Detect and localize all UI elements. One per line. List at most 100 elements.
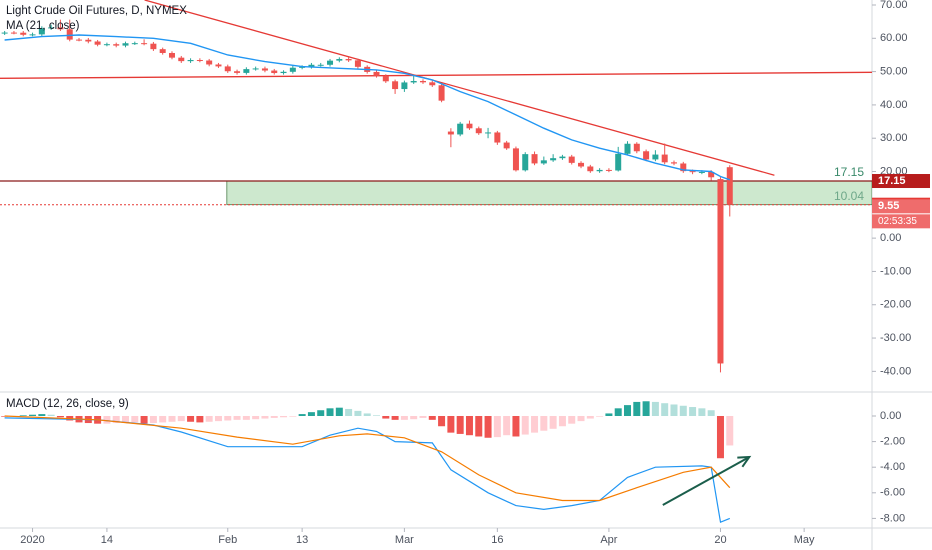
candle-body — [717, 179, 724, 364]
candle-body — [10, 32, 17, 34]
histogram-bar — [326, 408, 334, 416]
y-tick-label: 50.00 — [880, 66, 908, 78]
histogram-bar — [38, 414, 46, 416]
candle-body — [224, 66, 231, 72]
moving-average — [4, 34, 731, 181]
histogram-bar — [298, 414, 306, 416]
annotation-arrow — [662, 456, 750, 506]
candle-body — [698, 171, 705, 173]
histogram-bar — [651, 401, 659, 416]
y-tick-label: -20.00 — [880, 299, 911, 311]
candle-body — [234, 71, 241, 73]
histogram-bar — [614, 408, 622, 416]
histogram-bar — [549, 416, 557, 429]
histogram-bar — [531, 416, 539, 433]
candle-body — [215, 64, 222, 67]
y-tick-label: -10.00 — [880, 265, 911, 277]
histogram-bar — [456, 416, 464, 434]
y-tick-label: 40.00 — [880, 99, 908, 111]
price-label: 17.15 — [878, 175, 906, 187]
candle-body — [522, 154, 529, 171]
histogram-bar — [493, 416, 501, 438]
candle-body — [1, 32, 8, 34]
histogram-bar — [568, 416, 576, 424]
candle-body — [410, 80, 417, 83]
histogram-bar — [103, 416, 111, 424]
candle-body — [178, 57, 185, 62]
candle-body — [141, 43, 148, 45]
candle-body — [726, 167, 733, 205]
candle-body — [615, 153, 622, 171]
histogram-bar — [596, 416, 604, 417]
histogram-bar — [177, 416, 185, 422]
histogram-bar — [698, 408, 706, 416]
signal-line — [4, 415, 731, 502]
candle-body — [550, 158, 557, 161]
candle-body — [661, 154, 668, 163]
histogram-bar — [112, 416, 120, 424]
y-tick-label: -6.00 — [880, 487, 905, 499]
histogram-bar — [307, 412, 315, 416]
y-tick-label: 70.00 — [880, 0, 908, 11]
candle-body — [103, 44, 110, 46]
candle-body — [494, 132, 501, 143]
histogram-bar — [642, 401, 650, 416]
candle-body — [540, 160, 547, 164]
histogram-bar — [484, 416, 492, 438]
histogram-bar — [400, 416, 408, 420]
zone-box — [226, 180, 872, 206]
y-tick-label: -30.00 — [880, 332, 911, 344]
histogram-bar — [280, 416, 288, 418]
histogram-bar — [679, 405, 687, 416]
y-tick-label: -8.00 — [880, 512, 905, 524]
price-label-box — [872, 199, 930, 214]
histogram-bar — [140, 416, 148, 424]
x-tick-label: 16 — [491, 534, 503, 546]
histogram-bar — [242, 416, 250, 420]
histogram-bar — [447, 416, 455, 433]
candle-body — [48, 27, 55, 29]
candle-body — [419, 80, 426, 83]
histogram-bar — [363, 413, 371, 416]
histogram-bar — [624, 405, 632, 416]
histogram-bar — [149, 416, 157, 424]
histogram-bar — [205, 416, 213, 422]
histogram-bar — [512, 416, 520, 437]
candle-body — [38, 28, 45, 35]
histogram-bar — [689, 407, 697, 416]
candle-body — [643, 151, 650, 160]
candle-body — [122, 43, 129, 46]
histogram-bar — [56, 416, 64, 418]
histogram-bar — [382, 416, 390, 419]
histogram-bar — [419, 416, 427, 418]
candle-body — [243, 69, 250, 73]
y-tick-label: -40.00 — [880, 365, 911, 377]
y-tick-label: 60.00 — [880, 32, 908, 44]
zone-bottom-label: 10.04 — [834, 189, 864, 203]
arrow-head — [737, 455, 752, 468]
histogram-bar — [521, 416, 529, 435]
candle-body — [438, 85, 445, 101]
histogram-bar — [661, 403, 669, 416]
histogram-bar — [270, 416, 278, 418]
candle-body — [131, 43, 138, 45]
histogram-bar — [261, 416, 269, 419]
candle-body — [531, 154, 538, 164]
candle-body — [187, 60, 194, 62]
x-tick-label: 14 — [101, 534, 113, 546]
candle-body — [708, 171, 715, 178]
histogram-bar — [131, 416, 139, 423]
histogram-bar — [159, 416, 167, 423]
candle-body — [150, 43, 157, 50]
candle-body — [503, 142, 510, 149]
histogram-bar — [726, 416, 734, 446]
candle-body — [76, 39, 83, 41]
candle-body — [429, 82, 436, 86]
candle-body — [689, 171, 696, 173]
candle-body — [252, 68, 259, 70]
histogram-bar — [540, 416, 548, 431]
histogram-bar — [373, 415, 381, 416]
x-tick-label: May — [794, 534, 815, 546]
histogram-bar — [670, 404, 678, 416]
y-tick-label: 30.00 — [880, 132, 908, 144]
